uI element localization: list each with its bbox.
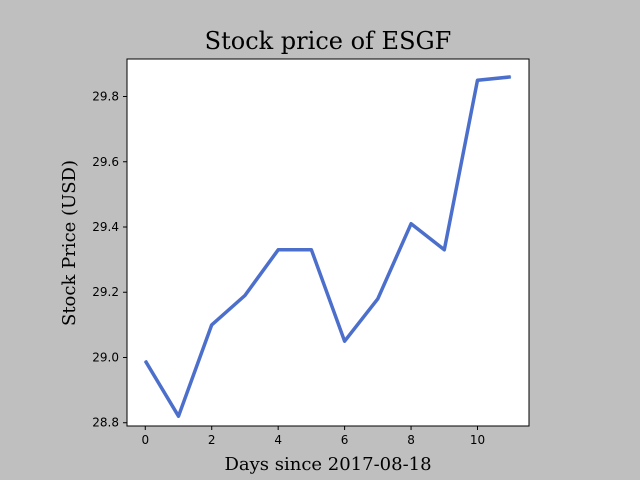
data-point — [144, 360, 146, 362]
series-line — [143, 75, 511, 418]
data-point — [211, 324, 213, 326]
x-tick-label: 4 — [274, 433, 282, 447]
y-axis-ticks: 28.8 29.0 29.2 29.4 29.6 29.8 — [92, 90, 127, 430]
data-point — [443, 249, 445, 251]
y-tick-label: 29.6 — [92, 155, 119, 169]
data-point — [344, 340, 346, 342]
x-tick-label: 6 — [341, 433, 349, 447]
y-tick-label: 29.4 — [92, 220, 119, 234]
data-point — [277, 249, 279, 251]
x-axis-label: Days since 2017-08-18 — [224, 454, 431, 475]
series-layer — [143, 75, 512, 418]
data-point — [310, 249, 312, 251]
y-tick-label: 28.8 — [92, 416, 119, 430]
y-axis-label: Stock Price (USD) — [59, 160, 80, 326]
data-point — [377, 298, 379, 300]
chart-title: Stock price of ESGF — [205, 27, 452, 55]
x-tick-label: 10 — [470, 433, 485, 447]
y-tick-label: 29.0 — [92, 350, 119, 364]
x-tick-label: 8 — [407, 433, 415, 447]
data-point — [477, 79, 479, 81]
data-point — [410, 223, 412, 225]
y-tick-label: 29.2 — [92, 285, 119, 299]
x-axis-ticks: 0 2 4 6 8 10 — [141, 426, 485, 447]
y-tick-label: 29.8 — [92, 90, 119, 104]
data-point — [177, 415, 179, 417]
x-tick-label: 0 — [141, 433, 149, 447]
x-tick-label: 2 — [208, 433, 216, 447]
plot-area — [126, 58, 530, 427]
data-point — [510, 76, 512, 78]
data-point — [244, 295, 246, 297]
